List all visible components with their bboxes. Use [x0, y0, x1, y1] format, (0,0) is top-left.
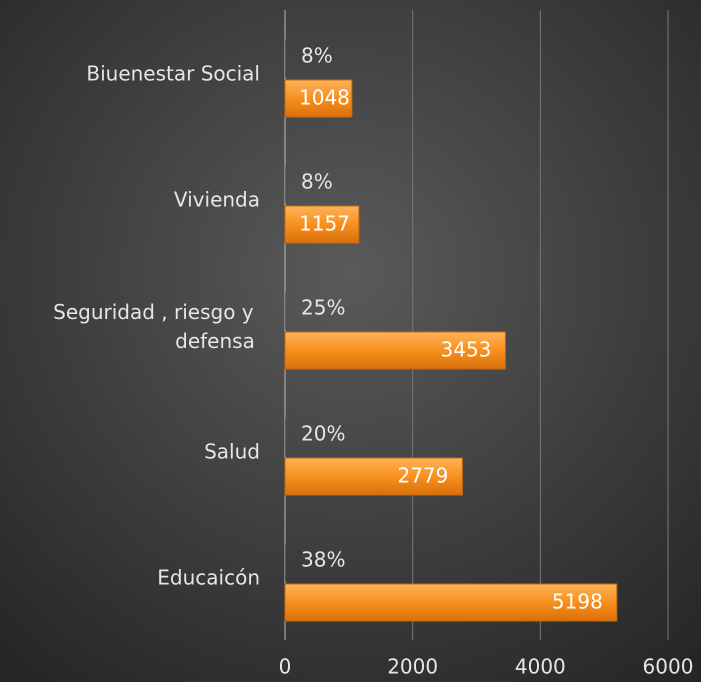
bar — [284, 457, 463, 496]
bar — [285, 292, 286, 329]
data-label: 8% — [301, 44, 333, 68]
data-label: 1157 — [299, 212, 350, 236]
bar — [285, 40, 286, 77]
data-label: 3453 — [441, 338, 492, 362]
data-label: 38% — [301, 548, 345, 572]
y-tick-label: Salud — [204, 440, 260, 464]
data-label: 1048 — [299, 86, 350, 110]
x-tick-label: 0 — [279, 655, 292, 679]
x-tick-label: 6000 — [643, 655, 694, 679]
data-label: 5198 — [552, 590, 603, 614]
y-tick-label: Vivienda — [174, 188, 260, 212]
bar — [284, 205, 360, 244]
x-tick-label: 4000 — [515, 655, 566, 679]
y-tick-label: Seguridad , riesgo y defensa — [53, 300, 260, 353]
data-label: 8% — [301, 170, 333, 194]
bar — [285, 544, 286, 581]
y-tick-label: Educaicón — [157, 566, 260, 590]
data-label: 20% — [301, 422, 345, 446]
bar — [284, 331, 506, 370]
bar — [285, 418, 286, 455]
bar — [285, 166, 286, 203]
data-label: 2779 — [397, 464, 448, 488]
bar — [284, 583, 618, 622]
data-label: 25% — [301, 296, 345, 320]
x-tick-label: 2000 — [387, 655, 438, 679]
y-tick-label: Biuenestar Social — [86, 62, 260, 86]
bar — [284, 79, 353, 118]
